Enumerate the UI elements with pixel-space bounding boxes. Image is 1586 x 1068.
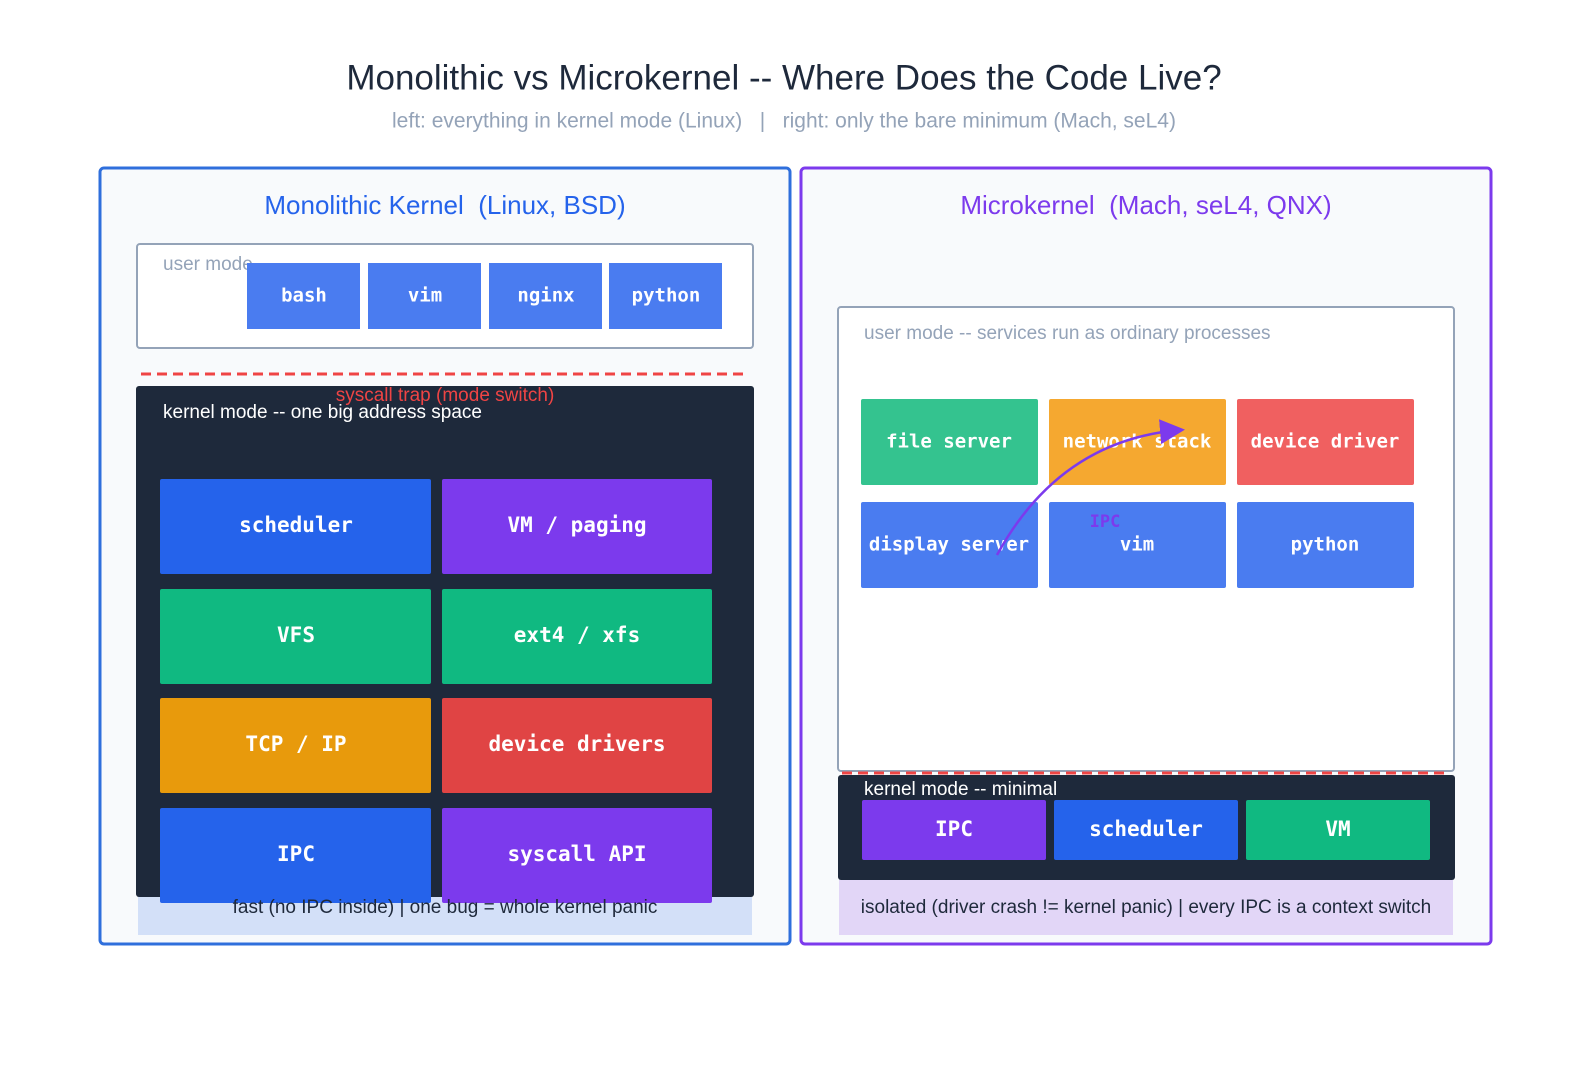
component-label: scheduler	[239, 513, 353, 537]
program-label: vim	[408, 285, 442, 307]
component-label: scheduler	[1089, 817, 1203, 841]
kernel-mode-label: kernel mode -- one big address space	[163, 402, 482, 423]
component-box	[442, 698, 712, 793]
component-label: VFS	[277, 623, 315, 647]
component-label: syscall API	[507, 842, 646, 866]
ipc-label: IPC	[1090, 512, 1121, 532]
component-label: IPC	[935, 817, 973, 841]
service-label: file server	[886, 431, 1012, 453]
component-label: TCP / IP	[245, 732, 346, 756]
component-box	[442, 589, 712, 684]
service-box	[861, 399, 1038, 485]
service-label: vim	[1120, 534, 1154, 556]
service-label: device driver	[1251, 431, 1400, 453]
component-box	[160, 698, 431, 793]
component-box	[442, 808, 712, 903]
service-box	[1237, 399, 1414, 485]
service-box	[1049, 502, 1226, 588]
component-box	[160, 808, 431, 903]
component-label: ext4 / xfs	[514, 623, 640, 647]
title: Monolithic vs Microkernel -- Where Does …	[346, 58, 1221, 97]
service-label: network stack	[1063, 431, 1212, 453]
program-label: bash	[281, 285, 327, 307]
user-programs: bash vim nginx python	[247, 263, 722, 329]
program-label: python	[632, 285, 701, 307]
program-box	[368, 263, 481, 329]
footer-box	[839, 880, 1453, 935]
user-mode-label: user mode	[163, 254, 253, 275]
component-label: VM	[1325, 817, 1350, 841]
component-label: VM / paging	[507, 513, 646, 537]
program-box	[247, 263, 360, 329]
program-box	[489, 263, 602, 329]
footer-text: fast (no IPC inside) | one bug = whole k…	[233, 897, 658, 918]
panel-title: Microkernel (Mach, seL4, QNX)	[960, 190, 1331, 220]
service-box	[1237, 502, 1414, 588]
kernel-mode-label: kernel mode -- minimal	[864, 779, 1057, 800]
service-label: python	[1291, 534, 1360, 556]
program-box	[609, 263, 722, 329]
panel-title: Monolithic Kernel (Linux, BSD)	[264, 190, 625, 220]
component-box	[1054, 800, 1238, 860]
kernel-components: IPC scheduler VM	[862, 800, 1430, 860]
component-box	[160, 479, 431, 574]
ipc-arrow	[995, 419, 1185, 556]
kernel-components: scheduler VM / paging VFS ext4 / xfs TCP…	[160, 479, 712, 903]
service-box	[861, 502, 1038, 588]
program-label: nginx	[517, 285, 574, 307]
service-label: display server	[869, 534, 1029, 556]
component-box	[160, 589, 431, 684]
user-mode-label: user mode -- services run as ordinary pr…	[864, 323, 1271, 344]
component-label: device drivers	[488, 732, 665, 756]
subtitle: left: everything in kernel mode (Linux) …	[392, 110, 1176, 133]
component-label: IPC	[277, 842, 315, 866]
component-box	[1246, 800, 1430, 860]
trap-label: syscall trap (mode switch)	[336, 385, 555, 406]
component-box	[862, 800, 1046, 860]
component-box	[442, 479, 712, 574]
footer-text: isolated (driver crash != kernel panic) …	[861, 897, 1431, 918]
